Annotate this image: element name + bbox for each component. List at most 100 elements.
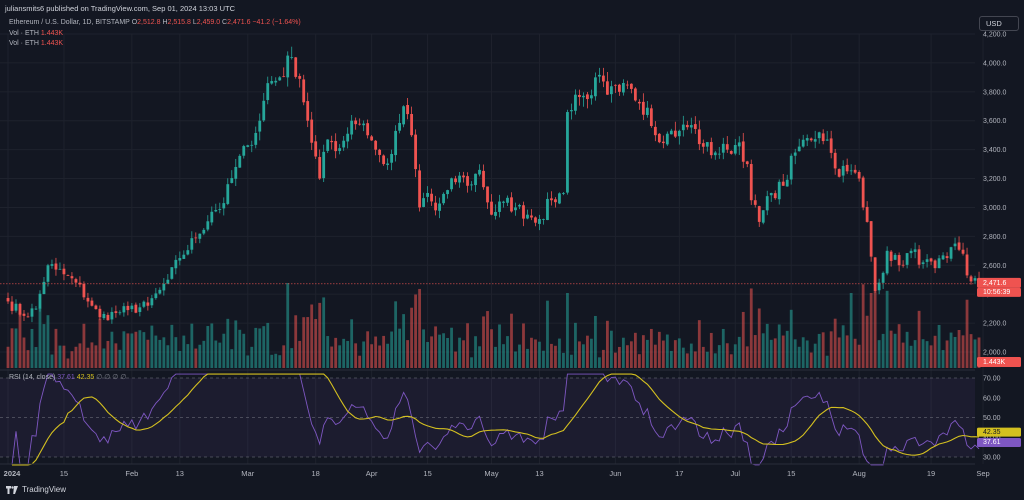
- candle: [881, 271, 885, 289]
- volume-bar: [518, 344, 521, 368]
- volume-bar: [889, 330, 893, 368]
- candle: [54, 257, 58, 276]
- price-tick-label: 2,000.0: [983, 350, 1006, 357]
- rsi-tick-label: 60.00: [983, 395, 1001, 402]
- vol-label[interactable]: Vol · ETH: [9, 30, 39, 37]
- volume-bar: [434, 326, 437, 368]
- candle: [10, 296, 14, 315]
- candle: [721, 137, 725, 160]
- volume-bar: [234, 320, 238, 368]
- volume-bar: [50, 354, 54, 368]
- rsi-ma-tag-text: 42.35: [983, 429, 1001, 436]
- volume-bar: [418, 288, 421, 368]
- candle: [917, 245, 921, 269]
- candle: [130, 302, 134, 313]
- volume-bar: [450, 327, 453, 368]
- candle: [590, 89, 593, 105]
- candle: [793, 148, 797, 165]
- volume-bar: [861, 284, 865, 368]
- candlesticks[interactable]: [6, 46, 981, 324]
- candle: [909, 248, 913, 259]
- volume-bar: [110, 331, 114, 368]
- candle: [625, 80, 629, 90]
- volume-bar: [893, 333, 897, 368]
- candle: [574, 89, 577, 115]
- candle: [50, 259, 54, 269]
- candle: [30, 303, 34, 323]
- candle: [46, 263, 50, 287]
- volume-bar: [602, 349, 605, 368]
- volume-bar: [42, 324, 46, 368]
- price-tick-label: 2,800.0: [983, 234, 1006, 241]
- candle: [106, 312, 110, 321]
- volume-bar: [246, 355, 250, 368]
- volume-bar: [310, 304, 314, 368]
- volume-bar: [362, 341, 366, 368]
- candle: [550, 191, 553, 206]
- volume-bar: [210, 323, 214, 368]
- candle: [825, 130, 829, 141]
- volume-bar: [845, 335, 849, 368]
- volume-bar: [913, 340, 917, 368]
- symbol-label[interactable]: Ethereum / U.S. Dollar, 1D, BITSTAMP: [9, 19, 130, 26]
- volume-bar: [793, 339, 797, 368]
- volume-bar: [394, 301, 398, 368]
- volume-bar: [905, 331, 909, 368]
- volume-bar: [274, 353, 278, 368]
- volume-bar: [649, 328, 653, 368]
- candle: [262, 92, 266, 123]
- price-tick-label: 3,400.0: [983, 147, 1006, 154]
- candle: [841, 160, 845, 183]
- time-axis[interactable]: 2024 15 Feb 13 Mar 18 Apr 15 May 13 Jun 17 Jul 15 Aug 1…: [4, 469, 990, 478]
- volume-bar: [781, 335, 785, 368]
- volume-bar: [454, 351, 457, 368]
- volume-bar: [777, 324, 781, 368]
- currency-button[interactable]: USD: [979, 16, 1019, 31]
- candle: [402, 105, 406, 128]
- volume-bar: [382, 335, 386, 368]
- volume-bar: [178, 350, 182, 368]
- rsi-label[interactable]: RSI (14, close): [9, 374, 56, 381]
- candle: [582, 92, 585, 107]
- volume-bar: [833, 318, 837, 368]
- tradingview-logo-icon: [6, 485, 18, 494]
- vol-label[interactable]: Vol · ETH: [9, 40, 39, 47]
- footer-brand[interactable]: TradingView: [6, 485, 66, 494]
- volume-bar: [661, 340, 665, 368]
- candle: [454, 175, 457, 185]
- vol-value: 1.443K: [40, 30, 64, 37]
- candle: [526, 209, 529, 220]
- volume-bar: [941, 350, 945, 368]
- candle: [118, 310, 122, 316]
- candle: [174, 255, 178, 275]
- volume-bar: [813, 343, 817, 368]
- countdown-tag-text: 10:56:39: [983, 289, 1010, 296]
- candle: [897, 252, 901, 272]
- candle: [929, 257, 933, 266]
- rsi-extra-values: ∅ ∅ ∅ ∅: [96, 374, 127, 381]
- candle: [649, 104, 653, 128]
- candle: [434, 195, 437, 216]
- candle: [378, 148, 382, 163]
- candle: [94, 304, 98, 310]
- candle: [266, 76, 270, 105]
- candle: [226, 178, 230, 206]
- volume-bar: [38, 307, 42, 368]
- volume-bar: [613, 352, 617, 368]
- volume-bar: [773, 338, 777, 368]
- candle: [889, 249, 893, 267]
- volume-bar: [673, 340, 677, 368]
- candle: [126, 301, 130, 316]
- candle: [82, 281, 86, 300]
- volume-bar: [522, 323, 525, 368]
- candle: [58, 262, 62, 270]
- volume-bar: [554, 345, 557, 368]
- volume-bar: [885, 290, 889, 368]
- candle: [438, 197, 441, 219]
- volume-bar: [54, 328, 58, 368]
- candle: [769, 192, 773, 202]
- candle: [829, 130, 833, 159]
- candle: [250, 140, 254, 153]
- time-tick-label: 13: [176, 469, 184, 478]
